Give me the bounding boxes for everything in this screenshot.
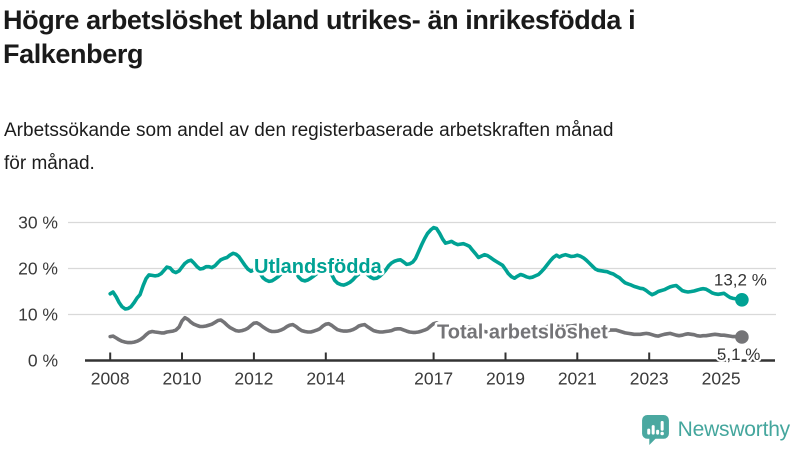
title-line-1: Högre arbetslöshet bland utrikes- än inr…	[3, 5, 636, 35]
series-end-dot-total-arbetsloshet	[735, 330, 749, 344]
series-line-utlandsfodda	[108, 225, 744, 311]
newsworthy-logo-icon	[641, 415, 669, 445]
end-value-label-total-arbetsloshet: 5,1 %	[717, 345, 760, 364]
speech-bubble-shape	[641, 415, 669, 445]
x-tick-label: 2021	[558, 369, 597, 389]
x-tick-label: 2025	[702, 369, 741, 389]
x-tick-label: 2023	[630, 369, 669, 389]
x-tick-label: 2012	[234, 369, 273, 389]
chart-subtitle: Arbetssökande som andel av den registerb…	[4, 114, 794, 180]
end-value-label-utlandsfodda: 13,2 %	[714, 270, 767, 289]
subtitle-line-2: för månad.	[4, 153, 95, 174]
series-name-label-total-arbetsloshet: Total arbetslöshet	[437, 322, 608, 344]
y-tick-label: 20 %	[18, 259, 58, 279]
unemployment-line-chart: 0 % 10 % 20 % 30 % 2008 2010 2012 2014 2017 2019…	[18, 213, 776, 389]
title-line-2: Falkenberg	[3, 39, 144, 69]
x-tick-label: 2019	[486, 369, 525, 389]
data-series	[108, 225, 749, 345]
subtitle-line-1: Arbetssökande som andel av den registerb…	[4, 120, 614, 141]
x-tick-label: 2008	[91, 369, 130, 389]
series-end-dot-utlandsfodda	[735, 293, 749, 307]
series-annotations: 13,2 % Utlandsfödda 5,1 % Total arbetslöshe…	[252, 254, 769, 367]
y-tick-label: 0 %	[28, 351, 58, 371]
newsworthy-logo: Newsworthy	[641, 414, 790, 445]
x-axis	[85, 352, 775, 362]
page-title: Högre arbetslöshet bland utrikes- än inr…	[3, 3, 794, 71]
newsworthy-brand-text: Newsworthy	[677, 417, 791, 441]
series-name-label-utlandsfodda: Utlandsfödda	[254, 256, 383, 278]
series-line-total-arbetsloshet	[108, 315, 744, 345]
bar-chart-glyph	[646, 421, 664, 436]
y-axis-labels: 0 % 10 % 20 % 30 %	[18, 213, 58, 371]
x-axis-labels: 2008 2010 2012 2014 2017 2019 2021 2023 2025	[91, 369, 741, 389]
x-tick-label: 2014	[306, 369, 345, 389]
y-tick-label: 30 %	[18, 213, 58, 233]
y-tick-label: 10 %	[18, 305, 58, 325]
x-tick-label: 2010	[163, 369, 202, 389]
gridlines	[68, 221, 776, 316]
x-tick-label: 2017	[414, 369, 453, 389]
